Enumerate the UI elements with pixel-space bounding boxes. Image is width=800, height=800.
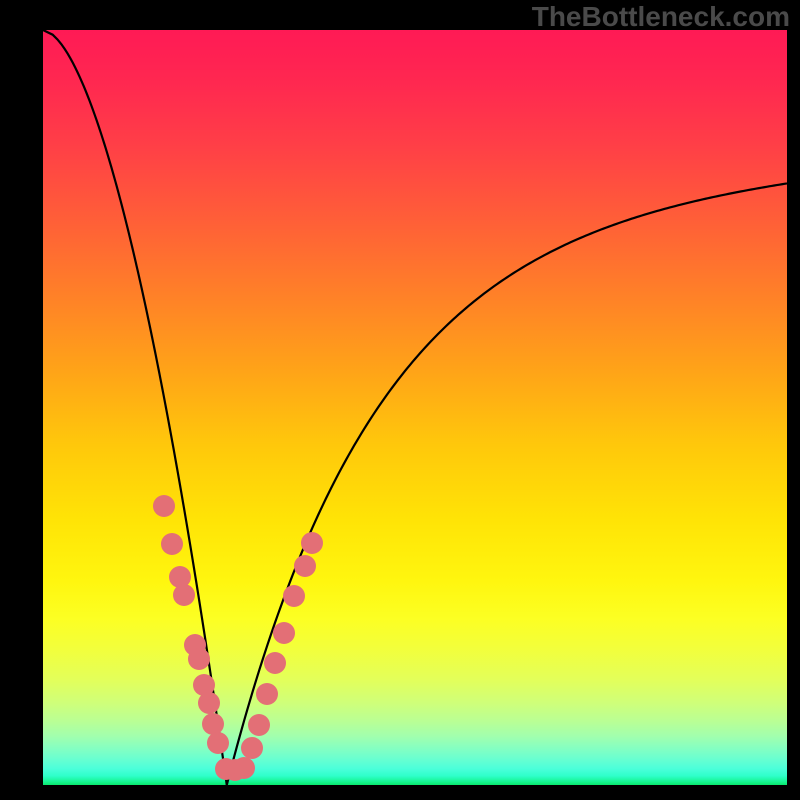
data-point <box>241 737 263 759</box>
data-point <box>273 622 295 644</box>
data-point <box>173 584 195 606</box>
data-point <box>161 533 183 555</box>
data-point <box>264 652 286 674</box>
data-point <box>202 713 224 735</box>
data-point <box>198 692 220 714</box>
watermark-text: TheBottleneck.com <box>532 1 790 33</box>
chart-container: TheBottleneck.com <box>0 0 800 800</box>
data-point <box>256 683 278 705</box>
plot-area <box>43 30 787 785</box>
data-point <box>301 532 323 554</box>
data-points-layer <box>43 30 787 785</box>
data-point <box>283 585 305 607</box>
data-point <box>233 757 255 779</box>
data-point <box>153 495 175 517</box>
data-point <box>294 555 316 577</box>
data-point <box>248 714 270 736</box>
data-point <box>188 648 210 670</box>
data-point <box>207 732 229 754</box>
